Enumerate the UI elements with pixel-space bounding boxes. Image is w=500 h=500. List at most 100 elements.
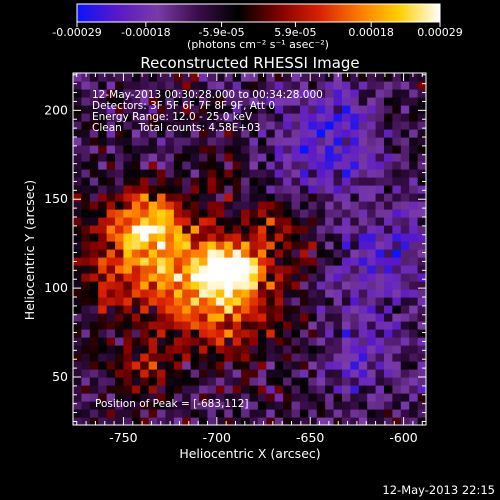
heatmap-cell: [291, 273, 301, 282]
heatmap-cell: [148, 313, 158, 322]
heatmap-cell: [417, 201, 426, 210]
heatmap-cell: [131, 385, 141, 394]
heatmap-cell: [367, 313, 377, 322]
heatmap-cell: [392, 153, 402, 162]
heatmap-cell: [375, 305, 385, 314]
heatmap-cell: [215, 265, 225, 274]
heatmap-cell: [257, 257, 267, 266]
heatmap-cell: [333, 321, 343, 330]
heatmap-cell: [182, 177, 192, 186]
heatmap-cell: [199, 401, 209, 410]
heatmap-cell: [182, 209, 192, 218]
heatmap-cell: [325, 273, 335, 282]
heatmap-cell: [367, 281, 377, 290]
heatmap-cell: [182, 225, 192, 234]
heatmap-cell: [73, 137, 82, 146]
heatmap-cell: [224, 233, 234, 242]
heatmap-cell: [106, 169, 116, 178]
heatmap-cell: [241, 377, 251, 386]
heatmap-cell: [316, 313, 326, 322]
heatmap-cell: [316, 353, 326, 362]
heatmap-cell: [106, 153, 116, 162]
heatmap-cell: [199, 281, 209, 290]
heatmap-cell: [106, 289, 116, 298]
colorbar-tick-label: -5.9e-05: [198, 26, 244, 39]
heatmap-cell: [249, 193, 259, 202]
heatmap-cell: [241, 305, 251, 314]
heatmap-cell: [283, 217, 293, 226]
heatmap-cell: [299, 409, 309, 418]
heatmap-cell: [249, 137, 259, 146]
heatmap-cell: [350, 105, 360, 114]
y-tick-label: 200: [44, 102, 68, 117]
heatmap-cell: [232, 305, 242, 314]
heatmap-cell: [131, 185, 141, 194]
heatmap-cell: [89, 129, 99, 138]
heatmap-cell: [383, 225, 393, 234]
heatmap-cell: [165, 241, 175, 250]
heatmap-cell: [165, 177, 175, 186]
heatmap-cell: [173, 209, 183, 218]
heatmap-cell: [308, 417, 318, 425]
heatmap-cell: [367, 121, 377, 130]
heatmap-cell: [73, 249, 82, 258]
heatmap-cell: [106, 353, 116, 362]
heatmap-cell: [409, 313, 419, 322]
heatmap-cell: [73, 377, 82, 386]
heatmap-cell: [106, 177, 116, 186]
heatmap-cell: [98, 137, 108, 146]
heatmap-cell: [207, 201, 217, 210]
heatmap-cell: [148, 209, 158, 218]
heatmap-cell: [249, 257, 259, 266]
heatmap-cell: [115, 121, 125, 130]
heatmap-cell: [73, 329, 82, 338]
heatmap-cell: [341, 337, 351, 346]
heatmap-cell: [383, 305, 393, 314]
heatmap-cell: [199, 337, 209, 346]
heatmap-cell: [400, 265, 410, 274]
heatmap-cell: [274, 321, 284, 330]
heatmap-cell: [140, 225, 150, 234]
heatmap-cell: [367, 137, 377, 146]
heatmap-cell: [333, 105, 343, 114]
heatmap-cell: [274, 145, 284, 154]
heatmap-cell: [115, 73, 125, 82]
heatmap-cell: [341, 233, 351, 242]
heatmap-cell: [173, 177, 183, 186]
heatmap-cell: [148, 201, 158, 210]
heatmap-cell: [249, 121, 259, 130]
heatmap-cell: [392, 177, 402, 186]
heatmap-cell: [241, 209, 251, 218]
heatmap-cell: [308, 185, 318, 194]
heatmap-cell: [190, 113, 200, 122]
heatmap-cell: [73, 409, 82, 418]
heatmap-cell: [266, 369, 276, 378]
heatmap-cell: [199, 153, 209, 162]
heatmap-cell: [232, 289, 242, 298]
heatmap-cell: [98, 345, 108, 354]
heatmap-cell: [350, 409, 360, 418]
heatmap-cell: [358, 161, 368, 170]
heatmap-cell: [358, 201, 368, 210]
heatmap-cell: [106, 265, 116, 274]
heatmap-cell: [358, 305, 368, 314]
heatmap-cell: [325, 353, 335, 362]
heatmap-cell: [241, 169, 251, 178]
heatmap-cell: [148, 321, 158, 330]
heatmap-cell: [383, 217, 393, 226]
heatmap-cell: [123, 113, 133, 122]
heatmap-cell: [241, 145, 251, 154]
heatmap-cell: [308, 313, 318, 322]
heatmap-cell: [232, 209, 242, 218]
heatmap-cell: [165, 297, 175, 306]
heatmap-cell: [190, 225, 200, 234]
heatmap-cell: [165, 137, 175, 146]
heatmap-cell: [131, 321, 141, 330]
heatmap-cell: [417, 337, 426, 346]
heatmap-cell: [131, 337, 141, 346]
heatmap-cell: [400, 129, 410, 138]
heatmap-cell: [249, 225, 259, 234]
heatmap-cell: [257, 145, 267, 154]
heatmap-cell: [173, 297, 183, 306]
heatmap-cell: [81, 241, 91, 250]
